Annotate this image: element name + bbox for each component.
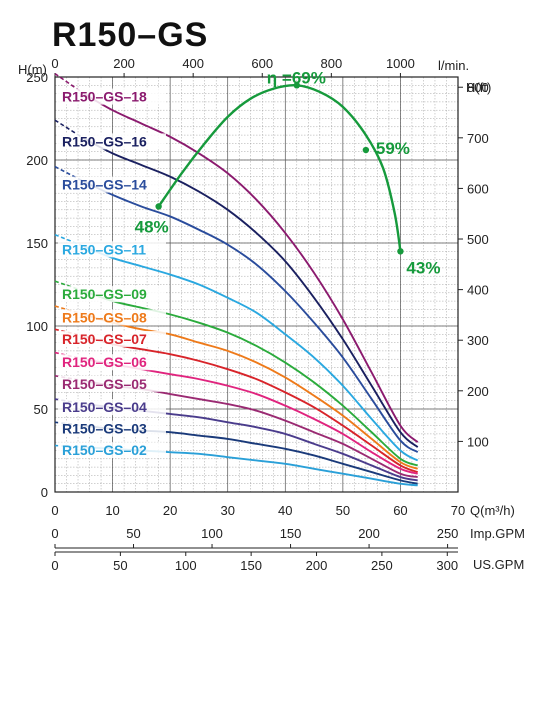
pump-curve-label: R150–GS–16 xyxy=(62,133,147,149)
pump-curve-label-bg xyxy=(58,330,166,347)
pump-curve-label: R150–GS–02 xyxy=(62,442,147,458)
x-us-tick-label: 100 xyxy=(175,558,197,573)
x-us-tick-label: 250 xyxy=(371,558,393,573)
pump-curve-label: R150–GS–07 xyxy=(62,331,147,347)
pump-curve-label-bg xyxy=(58,241,166,258)
pump-curve-line xyxy=(83,313,419,470)
pump-curve-dashed-segment xyxy=(54,119,85,140)
x-top-tick-label: 1000 xyxy=(386,56,415,71)
x-us-tick-label: 50 xyxy=(113,558,127,573)
y2-tick-label: 500 xyxy=(467,232,489,247)
x-tick-label: 50 xyxy=(336,503,350,518)
x-us-tick-label: 200 xyxy=(306,558,328,573)
y-tick-label: 50 xyxy=(34,402,48,417)
pump-curve-label-bg xyxy=(58,375,166,392)
x-imp-tick-label: 200 xyxy=(358,526,380,541)
x-tick-label: 20 xyxy=(163,503,177,518)
x-imp-axis-label: Imp.GPM xyxy=(470,526,525,541)
y2-tick-label: 600 xyxy=(467,181,489,196)
pump-curve-label-bg xyxy=(58,286,166,303)
x-tick-label: 40 xyxy=(278,503,292,518)
pump-curve-line xyxy=(83,92,419,443)
x-imp-tick-label: 250 xyxy=(437,526,459,541)
y2-tick-label: 800 xyxy=(467,80,489,95)
pump-curve-label: R150–GS–08 xyxy=(62,309,147,325)
pump-curve-label: R150–GS–11 xyxy=(62,241,146,257)
x-us-axis-label: US.GPM xyxy=(473,557,524,572)
x-imp-tick-label: 0 xyxy=(51,526,58,541)
efficiency-curve: 48% η =69% 59% 43% xyxy=(135,68,441,277)
y-tick-label: 150 xyxy=(26,236,48,251)
pump-curve-label-bg xyxy=(58,399,166,416)
chart-title: R150–GS xyxy=(52,16,209,54)
x-imp-tick-label: 50 xyxy=(126,526,140,541)
y2-tick-label: 300 xyxy=(467,333,489,348)
plot-frame xyxy=(54,76,459,493)
pump-curve-label: R150–GS–05 xyxy=(62,376,147,392)
pump-curve-label: R150–GS–14 xyxy=(62,177,147,193)
y2-tick-label: 200 xyxy=(467,384,489,399)
y-tick-label: 100 xyxy=(26,319,48,334)
x-tick-label: 70 xyxy=(451,503,465,518)
pump-curve-label: R150–GS–18 xyxy=(62,89,147,105)
pump-curve-label-bg xyxy=(58,442,166,459)
y-tick-label: 0 xyxy=(41,485,48,500)
pump-curve-label-bg xyxy=(58,309,166,326)
pump-curve-label: R150–GS–04 xyxy=(62,399,147,415)
pump-curve-label-bg xyxy=(58,88,166,105)
x-tick-label: 60 xyxy=(393,503,407,518)
y2-axis-label: H(ft) xyxy=(466,80,491,95)
pump-curve-label-bg xyxy=(58,354,166,371)
pump-curve-line xyxy=(83,137,419,448)
x-top-axis-label: l/min. xyxy=(438,58,469,73)
x-top-tick-label: 800 xyxy=(320,56,342,71)
y2-tick-label: 400 xyxy=(467,283,489,298)
x-top-tick-label: 0 xyxy=(51,56,58,71)
x-top-tick-label: 200 xyxy=(113,56,135,71)
pump-curve-line xyxy=(83,180,419,453)
pump-curve-label-bg xyxy=(58,176,166,193)
x-tick-label: 30 xyxy=(220,503,234,518)
x-us-tick-label: 150 xyxy=(240,558,262,573)
y2-tick-label: 700 xyxy=(467,131,489,146)
pump-curve-line xyxy=(83,245,419,462)
efficiency-point xyxy=(397,248,404,255)
efficiency-label: η =69% xyxy=(267,68,326,87)
x-top-tick-label: 600 xyxy=(251,56,273,71)
y-axis-label: H(m) xyxy=(18,62,47,77)
efficiency-point xyxy=(155,203,162,210)
x-top-tick-label: 400 xyxy=(182,56,204,71)
pump-curve-label: R150–GS–09 xyxy=(62,286,147,302)
pump-curve-line xyxy=(83,335,419,473)
x-us-tick-label: 300 xyxy=(436,558,458,573)
x-imp-tick-label: 150 xyxy=(280,526,302,541)
y2-tick-label: 100 xyxy=(467,434,489,449)
x-tick-label: 10 xyxy=(105,503,119,518)
efficiency-label: 48% xyxy=(135,217,169,236)
pump-curve-label-bg xyxy=(58,133,166,150)
x-imp-tick-label: 100 xyxy=(201,526,223,541)
pump-curve-line xyxy=(83,290,419,467)
efficiency-point xyxy=(362,146,370,154)
pump-curve-labels: R150–GS–18 R150–GS–16 R150–GS–14 R150–GS–11… xyxy=(58,88,166,459)
x-axis-label: Q(m³/h) xyxy=(470,503,515,518)
pump-curve-dashed-segment xyxy=(54,165,85,183)
pump-curve-label: R150–GS–03 xyxy=(62,421,147,437)
pump-curve-label-bg xyxy=(58,420,166,437)
y-tick-label: 200 xyxy=(26,153,48,168)
x-us-tick-label: 0 xyxy=(51,558,58,573)
pump-curve-label: R150–GS–06 xyxy=(62,354,147,370)
efficiency-label: 59% xyxy=(376,139,410,158)
x-tick-label: 0 xyxy=(51,503,58,518)
efficiency-point xyxy=(293,82,300,89)
y-tick-label: 250 xyxy=(26,70,48,85)
efficiency-label: 43% xyxy=(406,258,440,277)
